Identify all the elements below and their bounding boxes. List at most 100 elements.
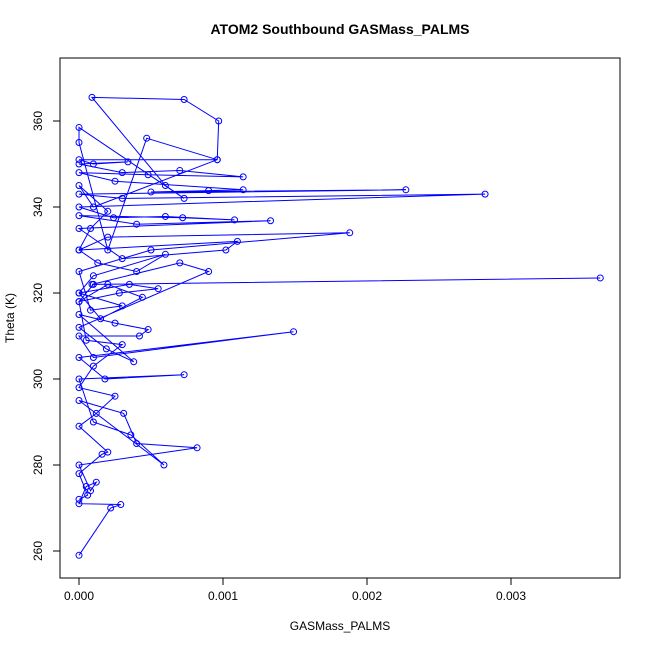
data-point: [75, 353, 83, 361]
data-point: [75, 298, 83, 306]
data-point: [117, 501, 125, 509]
data-point: [130, 358, 138, 366]
data-point: [160, 461, 168, 469]
data-point: [104, 246, 112, 254]
data-point: [118, 194, 126, 202]
data-point: [118, 255, 126, 263]
data-point: [88, 93, 96, 101]
data-point: [176, 259, 184, 267]
data-point: [481, 190, 489, 198]
y-tick-label: 320: [31, 283, 45, 303]
data-point: [125, 280, 133, 288]
data-point: [101, 375, 109, 383]
data-point: [89, 362, 97, 370]
data-point: [92, 478, 100, 486]
y-tick-label: 260: [31, 541, 45, 561]
data-point: [75, 396, 83, 404]
data-point: [89, 203, 97, 211]
data-point: [104, 280, 112, 288]
data-point: [75, 224, 83, 232]
data-point: [89, 353, 97, 361]
data-point: [290, 328, 298, 336]
y-tick-label: 300: [31, 369, 45, 389]
data-point: [111, 319, 119, 327]
data-point: [75, 375, 83, 383]
data-point: [205, 187, 213, 195]
data-point: [75, 384, 83, 392]
data-point: [75, 323, 83, 331]
data-point: [98, 450, 106, 458]
data-point: [75, 169, 83, 177]
data-point: [402, 186, 410, 194]
data-line: [77, 96, 601, 556]
data-point: [161, 181, 169, 189]
x-tick-label: 0.002: [352, 589, 382, 603]
data-point: [143, 134, 151, 142]
y-tick-label: 280: [31, 455, 45, 475]
x-axis-label: GASMass_PALMS: [290, 619, 390, 633]
data-point: [133, 439, 141, 447]
data-point: [75, 422, 83, 430]
data-point: [75, 289, 83, 297]
data-point: [97, 315, 105, 323]
data-point: [110, 214, 118, 222]
data-point: [89, 418, 97, 426]
data-point: [180, 371, 188, 379]
x-tick-label: 0.000: [64, 589, 94, 603]
data-point: [94, 259, 102, 267]
data-point: [92, 409, 100, 417]
data-point: [75, 332, 83, 340]
data-point: [133, 220, 141, 228]
data-point: [87, 224, 95, 232]
data-point: [75, 461, 83, 469]
data-point: [75, 160, 83, 168]
data-point: [75, 495, 83, 503]
data-point: [107, 504, 115, 512]
data-point: [75, 551, 83, 559]
data-point: [135, 332, 143, 340]
data-point: [124, 158, 132, 166]
data-point: [176, 166, 184, 174]
data-point: [75, 212, 83, 220]
data-point: [75, 123, 83, 131]
data-point: [118, 169, 126, 177]
data-point: [127, 431, 135, 439]
data-point: [215, 117, 223, 125]
data-point: [75, 203, 83, 211]
data-point: [222, 246, 230, 254]
data-point: [82, 482, 90, 490]
x-tick-label: 0.003: [496, 589, 526, 603]
data-point: [161, 250, 169, 258]
data-point: [144, 326, 152, 334]
data-point: [115, 289, 123, 297]
data-point: [179, 214, 187, 222]
y-axis-label: Theta (K): [3, 293, 17, 343]
data-point: [118, 302, 126, 310]
data-point: [111, 392, 119, 400]
data-point: [180, 95, 188, 103]
data-point: [75, 190, 83, 198]
data-point: [75, 156, 83, 164]
data-point: [193, 444, 201, 452]
data-point: [89, 160, 97, 168]
data-point: [75, 138, 83, 146]
data-point: [180, 194, 188, 202]
data-point: [133, 267, 141, 275]
data-point: [104, 233, 112, 241]
data-point: [239, 173, 247, 181]
y-tick-label: 360: [31, 111, 45, 131]
data-point: [267, 217, 275, 225]
data-point: [75, 246, 83, 254]
data-point: [231, 216, 239, 224]
data-point: [239, 186, 247, 194]
data-point: [147, 246, 155, 254]
data-point: [111, 177, 119, 185]
data-point: [75, 500, 83, 508]
data-point: [120, 409, 128, 417]
data-point: [89, 272, 97, 280]
data-point: [84, 491, 92, 499]
data-point: [147, 188, 155, 196]
data-point: [213, 156, 221, 164]
data-point: [89, 280, 97, 288]
